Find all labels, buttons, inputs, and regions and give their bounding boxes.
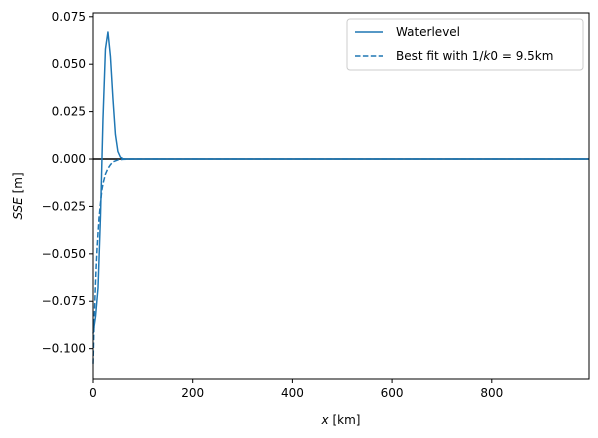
x-axis-ticks: 0 200 400 600 800 xyxy=(89,379,503,400)
y-tick-label: −0.075 xyxy=(42,294,86,308)
legend: Waterlevel Best fit with 1/k0 = 9.5km xyxy=(346,18,584,71)
y-axis-ticks: −0.100 −0.075 −0.050 −0.025 0.000 0.025 0.050 0… xyxy=(42,10,93,356)
legend-label-best-fit: Best fit with 1/k0 = 9.5km xyxy=(396,49,553,63)
y-axis-label-unit: [m] xyxy=(11,172,25,193)
y-tick-label: 0.075 xyxy=(52,10,86,24)
x-axis-label: x [km] xyxy=(321,413,361,427)
y-tick-label: −0.025 xyxy=(42,199,86,213)
y-tick-label: −0.100 xyxy=(42,342,86,356)
legend-label-best-fit-suffix: 0 = 9.5km xyxy=(490,49,553,63)
plot-area xyxy=(92,31,589,364)
x-tick-label: 800 xyxy=(480,386,503,400)
legend-label-waterlevel: Waterlevel xyxy=(396,25,460,39)
y-tick-label: 0.050 xyxy=(52,57,86,71)
x-tick-label: 0 xyxy=(89,386,97,400)
plot-background xyxy=(93,13,589,379)
series-line-1 xyxy=(92,158,589,364)
x-tick-label: 600 xyxy=(381,386,404,400)
x-tick-label: 400 xyxy=(281,386,304,400)
y-tick-label: −0.050 xyxy=(42,247,86,261)
legend-box xyxy=(346,18,584,71)
y-axis-label: SSE [m] xyxy=(11,172,25,219)
plot-frame xyxy=(92,12,590,380)
series-group xyxy=(92,31,589,364)
x-axis-label-unit: [km] xyxy=(332,413,360,427)
legend-label-best-fit-prefix: Best fit with 1/ xyxy=(396,49,484,63)
y-axis-label-var: SSE xyxy=(11,197,25,220)
x-axis-label-var: x xyxy=(321,413,330,427)
legend-label-best-fit-k: k xyxy=(483,49,491,63)
y-tick-label: 0.000 xyxy=(52,152,86,166)
x-tick-label: 200 xyxy=(181,386,204,400)
y-tick-label: 0.025 xyxy=(52,105,86,119)
